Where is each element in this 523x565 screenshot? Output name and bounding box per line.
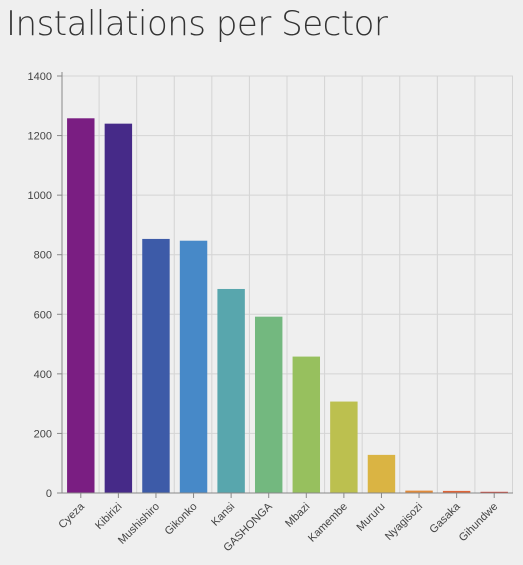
- bar-mushishiro: [142, 238, 170, 493]
- chart-title: Installations per Sector: [6, 4, 388, 44]
- x-tick-label: Mbazi: [283, 501, 312, 530]
- y-tick-label: 1000: [28, 190, 52, 202]
- y-tick-label: 200: [34, 428, 52, 440]
- x-tick-label: Gikonko: [163, 501, 200, 538]
- bar-kibirizi: [104, 123, 133, 494]
- y-tick-label: 1400: [28, 71, 52, 83]
- bar-mbazi: [292, 356, 321, 493]
- bar-kamembe: [330, 401, 358, 493]
- y-tick-labels: 0 200 400 600 800 1000 1200 1400: [28, 71, 52, 500]
- bar-cyeza: [67, 118, 95, 493]
- x-tick-label: Gihundwe: [457, 501, 501, 545]
- y-tick-label: 600: [34, 309, 52, 321]
- x-tick-label: Nyagisozi: [383, 501, 425, 543]
- axes: [57, 72, 513, 498]
- y-tick-label: 800: [34, 250, 52, 262]
- bar-nyagisozi: [405, 490, 433, 493]
- x-tick-label: Gasaka: [427, 500, 463, 536]
- x-tick-label: Kibirizi: [93, 501, 124, 532]
- x-tick-label: Mururu: [354, 501, 387, 534]
- bar-series: [67, 118, 508, 494]
- bar-gihundwe: [480, 491, 508, 493]
- y-tick-label: 0: [46, 488, 52, 500]
- bar-gasaka: [442, 490, 471, 493]
- x-tick-label: Kamembe: [306, 501, 350, 545]
- y-tick-label: 1200: [28, 131, 52, 143]
- bar-kansi: [217, 288, 245, 493]
- x-tick-label: Cyeza: [56, 500, 87, 531]
- y-tick-label: 400: [34, 369, 52, 381]
- bar-mururu: [367, 454, 396, 493]
- grid-lines: [62, 75, 513, 493]
- x-tick-label: Kansi: [209, 501, 237, 529]
- bar-gikonko: [179, 240, 208, 493]
- bar-gashonga: [254, 316, 283, 493]
